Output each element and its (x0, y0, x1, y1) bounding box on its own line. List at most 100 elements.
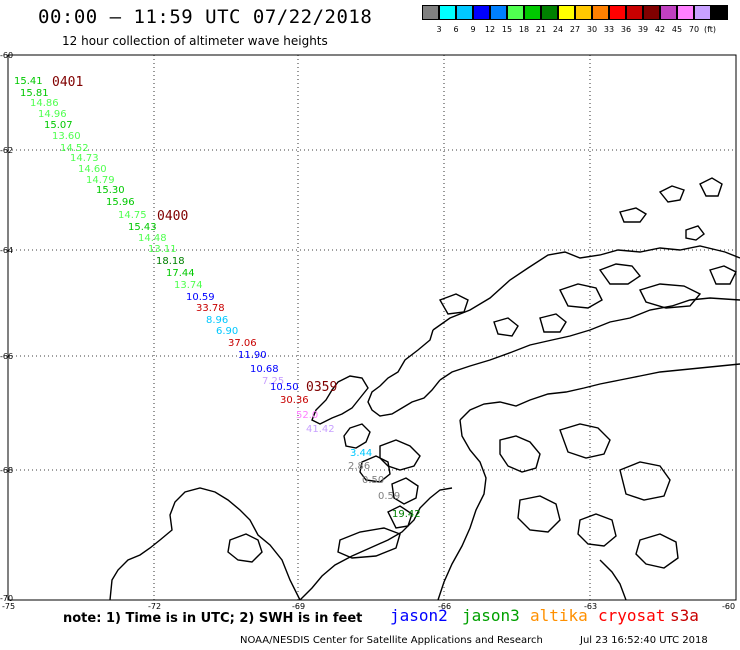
lat-label: -62 (0, 146, 13, 155)
wave-height-label: 19.42 (392, 509, 421, 520)
satellite-name: altika (530, 606, 588, 625)
wave-height-label: 14.60 (78, 164, 107, 175)
legend-swatch (422, 5, 439, 20)
wave-height-label: 6.90 (216, 326, 238, 337)
wave-height-label: 13.11 (148, 244, 177, 255)
map-title: 00:00 – 11:59 UTC 07/22/2018 (38, 6, 373, 28)
wave-height-label: 11.90 (238, 350, 267, 361)
legend-swatch (609, 5, 626, 20)
map-subtitle: 12 hour collection of altimeter wave hei… (62, 34, 328, 48)
legend-swatch (456, 5, 473, 20)
legend-swatch (558, 5, 575, 20)
map-frame (7, 54, 737, 601)
coastline (109, 177, 740, 601)
legend-swatch (694, 5, 711, 20)
lon-label: -63 (584, 602, 597, 611)
lon-label: -69 (292, 602, 305, 611)
wave-height-label: 13.74 (174, 280, 203, 291)
credit-timestamp: Jul 23 16:52:40 UTC 2018 (580, 635, 708, 646)
wave-height-label: 13.60 (52, 131, 81, 142)
legend-label: 21 (535, 25, 547, 34)
track-time-label: 0400 (157, 209, 188, 224)
legend-swatch (490, 5, 507, 20)
wave-height-label: 30.36 (280, 395, 309, 406)
wave-height-label: 10.50 (270, 382, 299, 393)
satellite-name: s3a (670, 606, 699, 625)
wave-height-label: 37.06 (228, 338, 257, 349)
wave-height-label: 17.44 (166, 268, 195, 279)
altimeter-track: 15.4115.8114.8614.9615.0713.6014.5214.73… (14, 75, 421, 520)
legend-label: 15 (501, 25, 513, 34)
legend-label: 36 (620, 25, 632, 34)
lat-label: -64 (0, 246, 13, 255)
legend-swatch (592, 5, 609, 20)
wave-height-label: 15.41 (14, 76, 43, 87)
legend-swatch (507, 5, 524, 20)
map-grid: -60 -62 -64 -66 -68 -70-75 -72 -69 -66 -63 -60 (0, 51, 737, 611)
legend-label: 27 (569, 25, 581, 34)
track-time-label: 0359 (306, 380, 337, 395)
wave-height-label: 0.50 (362, 475, 384, 486)
legend-label: 3 (436, 25, 442, 34)
legend-label: 30 (586, 25, 598, 34)
legend-swatch (677, 5, 694, 20)
legend-label: 24 (552, 25, 564, 34)
legend-swatch (473, 5, 490, 20)
legend-swatch (711, 5, 728, 20)
satellite-name: jason2 (390, 606, 448, 625)
legend-label: 33 (603, 25, 615, 34)
legend-swatch (660, 5, 677, 20)
wave-height-label: 52.0 (296, 410, 318, 421)
lon-label: -66 (438, 602, 451, 611)
lat-label: -60 (0, 51, 13, 60)
wave-height-label: 15.43 (128, 222, 157, 233)
lon-label: -72 (148, 602, 161, 611)
wave-height-label: 7.25 (262, 376, 284, 387)
legend-unit: (ft) (703, 25, 717, 34)
wave-height-label: 15.81 (20, 88, 49, 99)
wave-height-label: 2.86 (348, 461, 370, 472)
lon-label: -60 (722, 602, 735, 611)
lon-label: -75 (2, 602, 15, 611)
wave-height-label: 14.52 (60, 143, 89, 154)
legend-label: 18 (518, 25, 530, 34)
credit-agency: NOAA/NESDIS Center for Satellite Applica… (240, 635, 543, 646)
wave-height-label: 14.75 (118, 210, 147, 221)
legend-label: 39 (637, 25, 649, 34)
wave-height-label: 41.42 (306, 424, 335, 435)
wave-height-label: 10.68 (250, 364, 279, 375)
legend-swatch (643, 5, 660, 20)
wave-height-label: 14.96 (38, 109, 67, 120)
legend-label: 42 (654, 25, 666, 34)
lat-label: -70 (0, 594, 13, 603)
legend-label: 70 (688, 25, 700, 34)
legend-swatch (575, 5, 592, 20)
wave-height-label: 18.18 (156, 256, 185, 267)
legend-swatch (439, 5, 456, 20)
wave-height-label: 15.07 (44, 120, 73, 131)
wave-height-label: 14.73 (70, 153, 99, 164)
wave-height-label: 10.59 (186, 292, 215, 303)
legend-label: 12 (484, 25, 496, 34)
wave-height-label: 0.59 (378, 491, 400, 502)
wave-height-label: 14.48 (138, 233, 167, 244)
wave-height-label: 33.78 (196, 303, 225, 314)
wave-height-label: 14.79 (86, 175, 115, 186)
legend-swatch (626, 5, 643, 20)
legend-swatch (541, 5, 558, 20)
legend-label: 9 (470, 25, 476, 34)
lat-label: -68 (0, 466, 13, 475)
wave-height-label: 15.30 (96, 185, 125, 196)
legend-label: 45 (671, 25, 683, 34)
wave-height-label: 3.44 (350, 448, 372, 459)
wave-height-label: 8.96 (206, 315, 228, 326)
legend-label: 6 (453, 25, 459, 34)
wave-height-label: 15.96 (106, 197, 135, 208)
wave-height-label: 14.86 (30, 98, 59, 109)
satellite-name: jason3 (462, 606, 520, 625)
footer-note: note: 1) Time is in UTC; 2) SWH is in fe… (63, 611, 363, 626)
track-time-label: 0401 (52, 75, 83, 90)
lat-label: -66 (0, 352, 13, 361)
legend-swatch (524, 5, 541, 20)
